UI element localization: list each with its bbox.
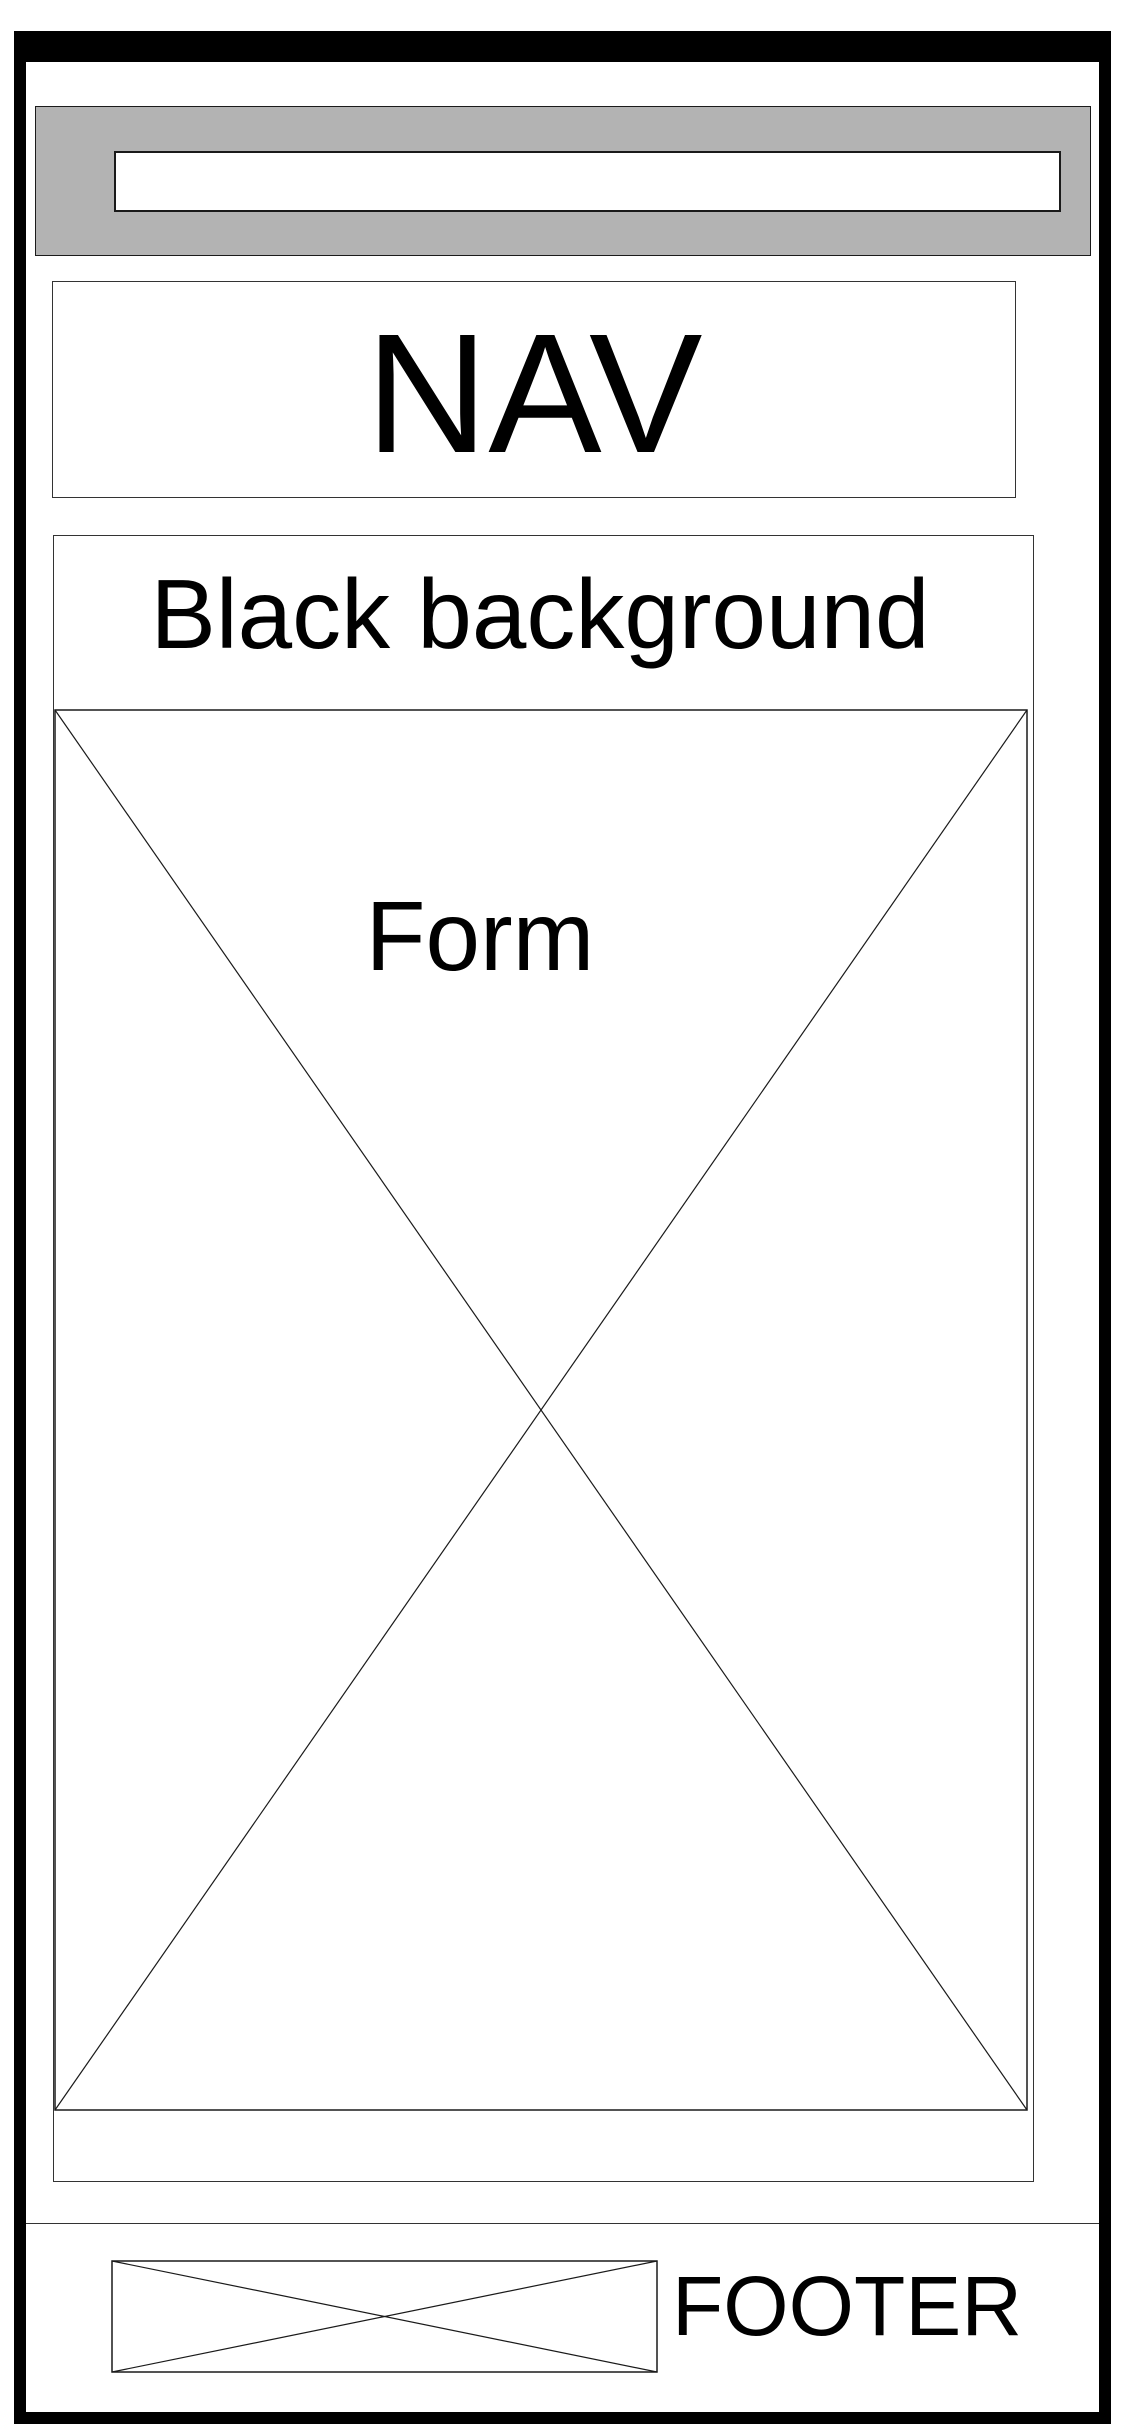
content-section bbox=[53, 535, 1034, 2182]
device-frame bbox=[14, 31, 1111, 2424]
footer-label: FOOTER bbox=[672, 2259, 1022, 2353]
nav-bar[interactable]: NAV bbox=[52, 281, 1016, 498]
section-heading: Black background bbox=[150, 559, 930, 669]
footer-divider bbox=[26, 2223, 1099, 2224]
search-input[interactable] bbox=[114, 151, 1061, 212]
nav-label: NAV bbox=[365, 298, 703, 489]
footer-image-placeholder-icon bbox=[111, 2260, 658, 2373]
form-placeholder-icon bbox=[54, 709, 1028, 2111]
form-label: Form bbox=[365, 881, 595, 991]
